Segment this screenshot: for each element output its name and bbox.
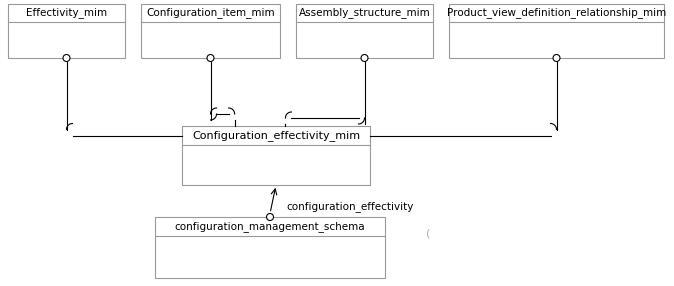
Circle shape: [361, 55, 368, 61]
Circle shape: [63, 55, 70, 61]
Circle shape: [207, 55, 214, 61]
Text: configuration_management_schema: configuration_management_schema: [175, 221, 365, 232]
Text: Configuration_item_mim: Configuration_item_mim: [146, 7, 275, 19]
Bar: [296, 4, 433, 58]
Circle shape: [266, 214, 274, 221]
Bar: [8, 4, 125, 58]
Text: Configuration_effectivity_mim: Configuration_effectivity_mim: [192, 130, 360, 141]
Text: (: (: [426, 228, 430, 238]
Bar: [155, 217, 385, 278]
Circle shape: [553, 55, 560, 61]
Text: Product_view_definition_relationship_mim: Product_view_definition_relationship_mim: [447, 7, 666, 19]
Bar: [449, 4, 664, 58]
Bar: [141, 4, 280, 58]
Bar: [182, 126, 370, 185]
Text: Assembly_structure_mim: Assembly_structure_mim: [299, 7, 431, 19]
Text: Effectivity_mim: Effectivity_mim: [26, 7, 107, 19]
Text: configuration_effectivity: configuration_effectivity: [286, 202, 413, 212]
